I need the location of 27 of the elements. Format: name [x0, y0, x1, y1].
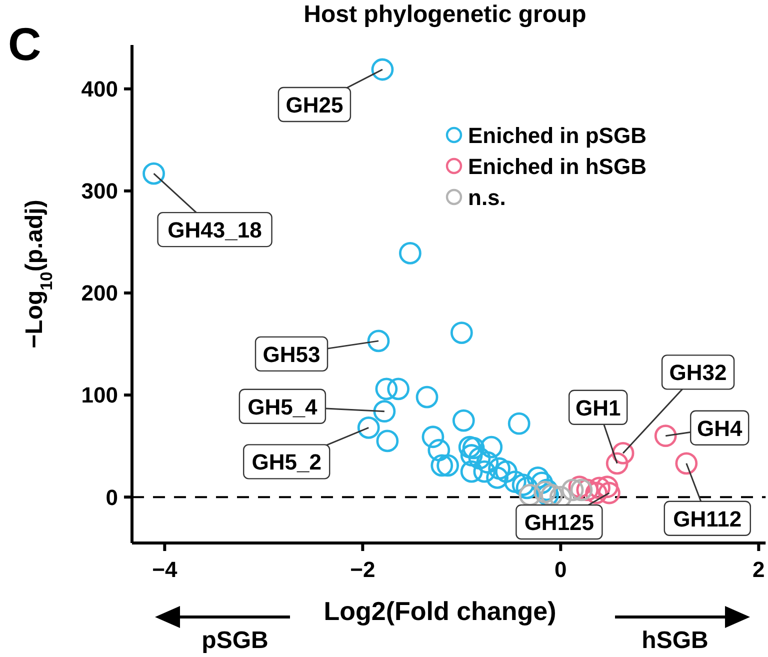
- annotation: GH4: [696, 416, 743, 441]
- x-axis-title: Log2(Fold change): [324, 596, 556, 626]
- y-tick-label: 400: [81, 76, 118, 102]
- annotation: GH112: [673, 506, 742, 532]
- text: C: [8, 18, 42, 70]
- legend-label: Eniched in pSGB: [468, 122, 646, 148]
- text: pSGB: [202, 627, 268, 654]
- annotation: GH5_2: [252, 450, 322, 475]
- y-tick-label: 300: [81, 178, 118, 204]
- legend-label: Eniched in hSGB: [468, 154, 646, 179]
- annotation: GH53: [262, 342, 320, 367]
- annotation: GH5_4: [248, 394, 318, 420]
- annotation: GH43_18: [168, 218, 262, 242]
- x-tick-label: −4: [152, 557, 178, 582]
- annotation: GH125: [524, 510, 594, 535]
- chart-title: Host phylogenetic group: [304, 1, 586, 28]
- y-tick-label: 200: [81, 280, 118, 306]
- annotation: GH25: [286, 92, 344, 118]
- legend-label: n.s.: [468, 184, 506, 210]
- x-tick-label: 0: [554, 557, 567, 582]
- annotation: GH1: [575, 395, 621, 420]
- y-tick-label: 100: [81, 382, 118, 408]
- text: hSGB: [642, 627, 708, 654]
- x-tick-label: −2: [350, 557, 376, 582]
- y-tick-label: 0: [106, 484, 118, 510]
- x-tick-label: 2: [752, 557, 765, 582]
- annotation: GH32: [669, 360, 727, 386]
